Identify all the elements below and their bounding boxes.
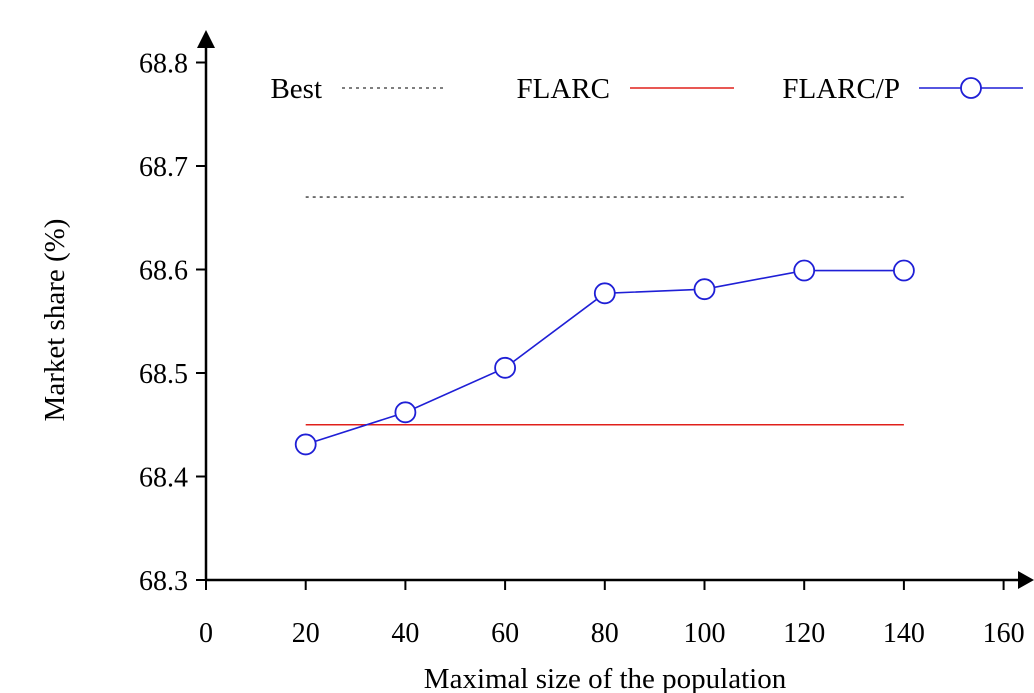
y-axis-arrow xyxy=(197,30,215,48)
data-point xyxy=(793,259,816,282)
chart-axes xyxy=(197,30,1034,589)
x-tick-label: 60 xyxy=(491,618,519,649)
axis-ticks: 0 20 40 60 80 100 120 140 160 68.3 68.4 68.5 68.6 68.… xyxy=(139,49,1025,650)
x-axis-arrow xyxy=(1018,571,1034,589)
data-point xyxy=(294,433,317,456)
x-axis-title: Maximal size of the population xyxy=(424,663,787,693)
data-point xyxy=(593,282,616,305)
x-tick-label: 80 xyxy=(591,618,619,649)
series-layer xyxy=(294,196,915,456)
legend: Best FLARC FLARC/P xyxy=(270,73,1023,105)
data-point xyxy=(693,278,716,301)
y-tick-label: 68.3 xyxy=(139,566,188,597)
series-flarc-p xyxy=(294,259,915,456)
legend-label: FLARC/P xyxy=(782,73,900,105)
y-tick-label: 68.7 xyxy=(139,152,188,183)
legend-label: FLARC xyxy=(517,73,610,105)
x-tick-label: 120 xyxy=(783,618,825,649)
x-tick-label: 160 xyxy=(983,618,1025,649)
x-tick-label: 20 xyxy=(292,618,320,649)
legend-item-flarc-p: FLARC/P xyxy=(782,73,1023,105)
data-point xyxy=(494,356,517,379)
x-tick-label: 100 xyxy=(684,618,726,649)
y-tick-label: 68.5 xyxy=(139,359,188,390)
y-tick-label: 68.8 xyxy=(139,49,188,80)
x-tick-label: 0 xyxy=(199,618,213,649)
legend-item-best: Best xyxy=(270,73,446,105)
legend-marker xyxy=(960,77,982,99)
x-tick-label: 140 xyxy=(883,618,925,649)
y-axis-title: Market share (%) xyxy=(39,219,71,422)
y-tick-label: 68.4 xyxy=(139,463,188,494)
data-point xyxy=(394,401,417,424)
y-tick-label: 68.6 xyxy=(139,256,188,287)
x-tick-label: 40 xyxy=(391,618,419,649)
legend-label: Best xyxy=(270,73,322,105)
data-point xyxy=(893,259,915,282)
legend-item-flarc: FLARC xyxy=(517,73,734,105)
